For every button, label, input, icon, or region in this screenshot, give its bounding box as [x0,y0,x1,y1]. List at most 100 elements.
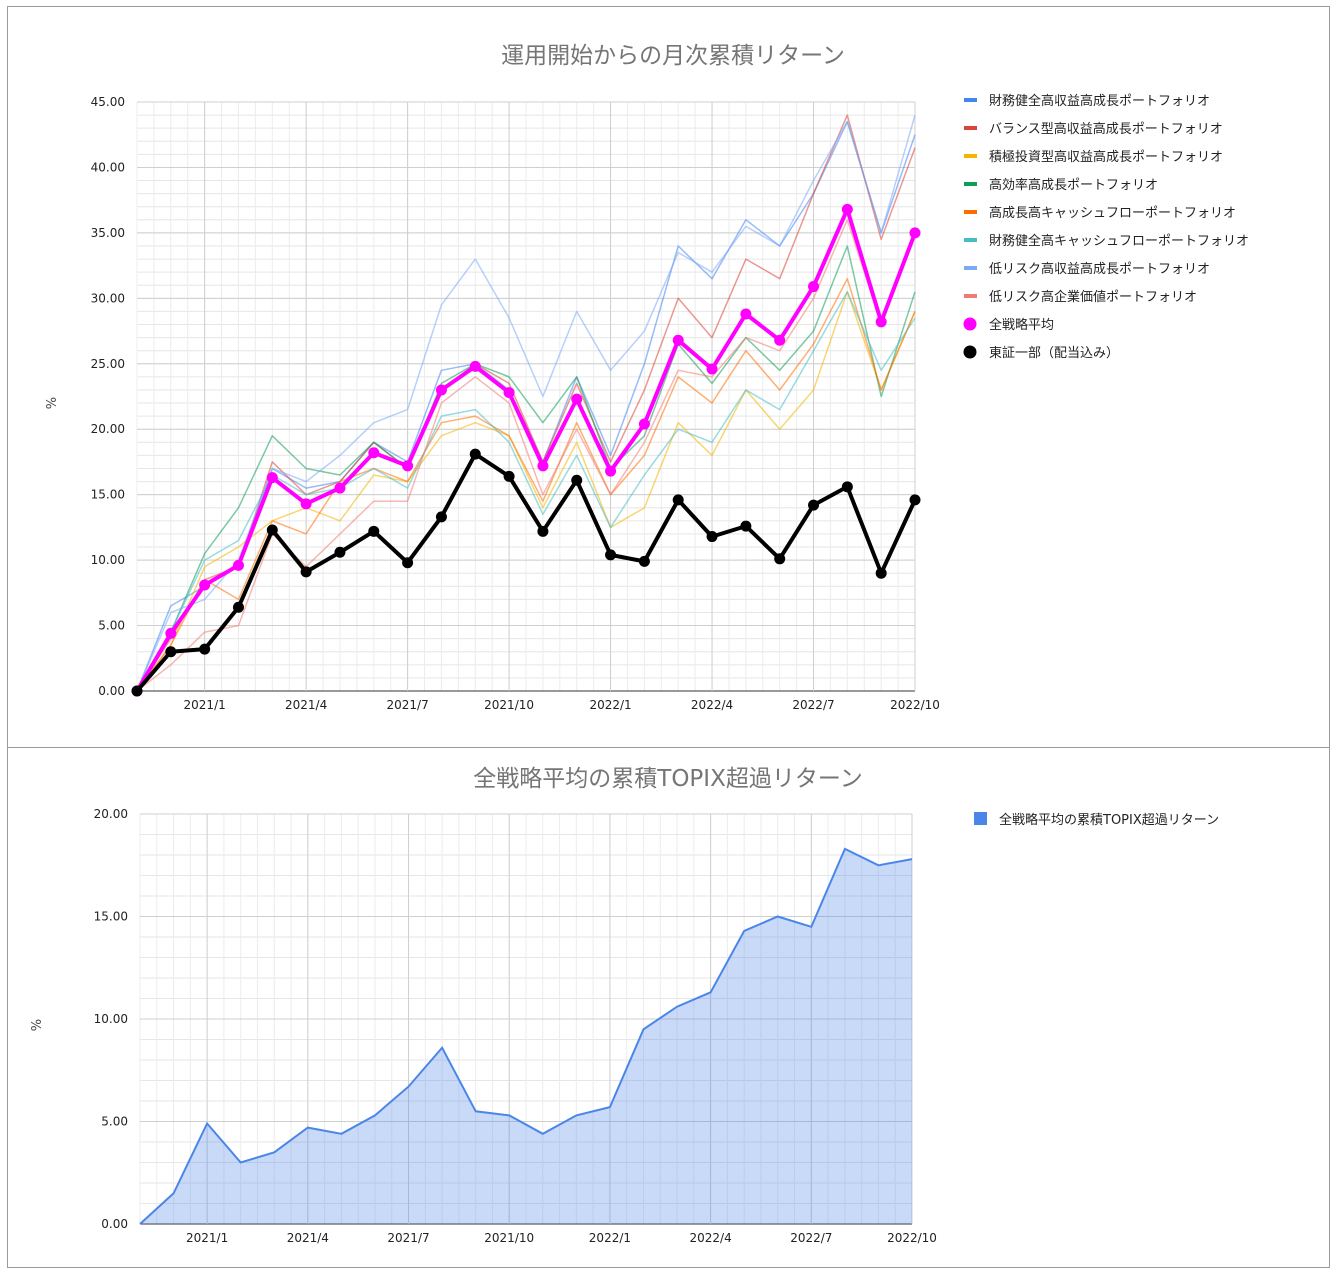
legend-label: 低リスク高収益高成長ポートフォリオ [989,261,1210,277]
y-tick-label: 5.00 [101,1115,128,1129]
x-tick-label: 2021/10 [484,1231,534,1245]
excess-return-chart-panel: 全戦略平均の累積TOPIX超過リターン 0.00 5.00 10.00 15.00 20.… [7,747,1330,1268]
data-point [740,308,752,320]
data-point [605,465,617,477]
data-point [199,579,211,591]
data-point [909,494,921,506]
legend-swatch [964,182,977,186]
data-point [909,227,921,239]
legend-item: バランス型高収益高成長ポートフォリオ [964,121,1223,137]
series-line [136,114,916,692]
legend-item: 財務健全高キャッシュフローポートフォリオ [964,233,1249,249]
data-point [774,553,786,565]
data-point [672,494,684,506]
x-tick-label: 2022/4 [689,1231,731,1245]
legend-swatch [964,126,977,130]
data-point [232,601,244,613]
data-point [334,482,346,494]
y-tick-label: 15.00 [94,910,128,924]
data-point [571,393,583,405]
data-point [435,511,447,523]
legend-swatch [964,294,977,298]
data-point [435,384,447,396]
legend-swatch [964,266,977,270]
legend-swatch [964,238,977,242]
y-tick-label: 20.00 [91,422,125,436]
data-point [706,363,718,375]
grid [139,813,913,1225]
data-point [131,685,143,697]
area-fill [140,848,912,1224]
data-point [774,334,786,346]
series-line [136,114,916,692]
legend-label: バランス型高収益高成長ポートフォリオ [989,121,1223,137]
data-point [638,555,650,567]
data-point [300,566,312,578]
legend-swatch [964,210,977,214]
legend-swatch [963,345,977,359]
x-tick-label: 2021/7 [386,698,428,712]
data-point [875,567,887,579]
x-tick-label: 2021/4 [287,1231,329,1245]
x-tick-label: 2022/1 [589,698,631,712]
data-point [672,334,684,346]
data-point [199,643,211,655]
excess-return-chart: 全戦略平均の累積TOPIX超過リターン 0.00 5.00 10.00 15.00 20.… [30,766,1219,1245]
cumulative-return-chart-panel: 運用開始からの月次累積リターン 0.00 5.00 10.00 15.00 20.00 25… [7,6,1330,748]
series-3 [136,245,916,692]
series-6 [136,114,916,692]
x-tick-label: 2021/7 [387,1231,429,1245]
legend-label: 財務健全高キャッシュフローポートフォリオ [989,233,1249,249]
legend-swatch [964,154,977,158]
data-point [537,460,549,472]
x-tick-label: 2022/1 [589,1231,631,1245]
x-tick-label: 2022/10 [890,698,940,712]
y-axis-label: % [45,397,60,409]
data-point [402,460,414,472]
legend-swatch [964,98,977,102]
x-tick-label: 2021/1 [186,1231,228,1245]
data-point [402,557,414,569]
data-point [368,447,380,459]
series-line [136,219,916,692]
data-point [503,387,515,399]
data-point [503,470,515,482]
chart-title: 全戦略平均の累積TOPIX超過リターン [473,766,862,792]
data-point [841,203,853,215]
cumulative-return-chart: 運用開始からの月次累積リターン 0.00 5.00 10.00 15.00 20.00 25… [45,43,1249,712]
legend-item: 財務健全高収益高成長ポートフォリオ [964,93,1210,109]
series-line [135,452,917,693]
x-tick-label: 2021/10 [484,698,534,712]
series-0 [139,847,913,1225]
data-point [605,549,617,561]
legend-item: 全戦略平均の累積TOPIX超過リターン [974,812,1219,828]
legend-label: 全戦略平均の累積TOPIX超過リターン [999,812,1219,828]
data-point [300,498,312,510]
data-point [638,418,650,430]
series-line [136,291,916,692]
legend-label: 全戦略平均 [989,317,1054,333]
x-tick-label: 2022/4 [691,698,733,712]
series-line [136,245,916,692]
legend-item: 積極投資型高収益高成長ポートフォリオ [964,149,1223,165]
legend-label: 財務健全高収益高成長ポートフォリオ [989,93,1210,109]
data-point [537,525,549,537]
data-point [469,448,481,460]
series-1 [136,114,916,692]
legend-label: 低リスク高企業価値ポートフォリオ [989,289,1197,305]
legend-item: 高成長高キャッシュフローポートフォリオ [964,205,1236,221]
data-point [740,520,752,532]
legend-item: 東証一部（配当込み） [963,345,1119,361]
y-tick-label: 30.00 [91,291,125,305]
data-point [368,525,380,537]
data-point [334,546,346,558]
legend-item: 全戦略平均 [963,317,1054,333]
data-point [469,360,481,372]
x-tick-label: 2021/4 [285,698,327,712]
y-tick-label: 15.00 [91,488,125,502]
data-point [266,524,278,536]
legend-label: 積極投資型高収益高成長ポートフォリオ [989,149,1223,165]
legend-swatch [974,812,987,825]
y-tick-label: 40.00 [91,160,125,174]
y-tick-label: 0.00 [98,684,125,698]
